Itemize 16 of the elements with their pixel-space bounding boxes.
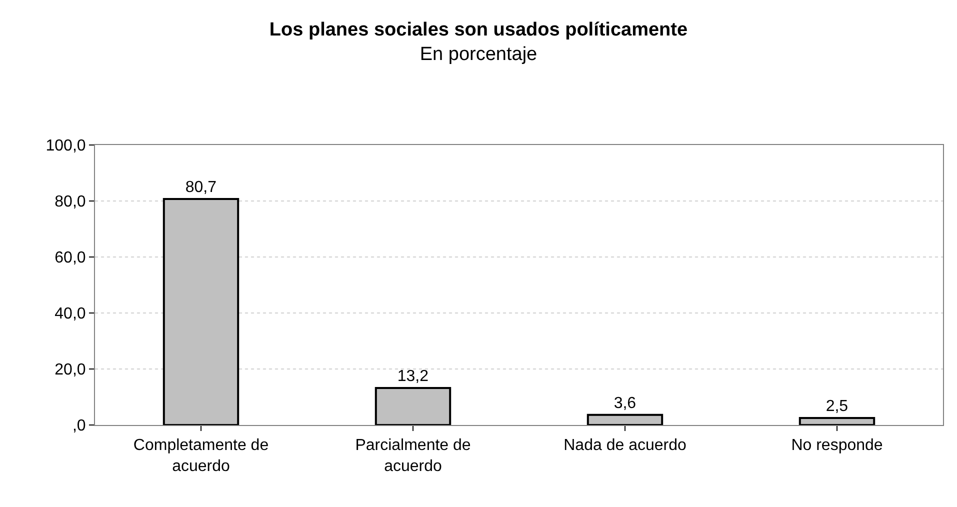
x-tick-label: Completamente de acuerdo: [133, 437, 269, 475]
y-tick-label: 100,0: [46, 138, 86, 155]
x-tick-label: No responde: [791, 437, 883, 454]
data-label: 13,2: [397, 368, 429, 386]
data-label: 80,7: [185, 179, 217, 196]
data-label: 3,6: [614, 394, 636, 412]
y-tick-label: 20,0: [54, 362, 86, 379]
chart-title: Los planes sociales son usados políticamente: [269, 19, 688, 40]
data-label: 2,5: [826, 398, 848, 415]
chart-subtitle: En porcentaje: [420, 44, 538, 66]
y-tick-label: 80,0: [54, 194, 86, 211]
x-tick-label: Parcialmente de acuerdo: [355, 437, 471, 475]
x-tick-label: Nada de acuerdo: [564, 437, 686, 454]
y-tick-label: 40,0: [54, 306, 86, 323]
y-tick-label: 60,0: [54, 250, 86, 267]
y-tick-label: ,0: [72, 418, 86, 435]
